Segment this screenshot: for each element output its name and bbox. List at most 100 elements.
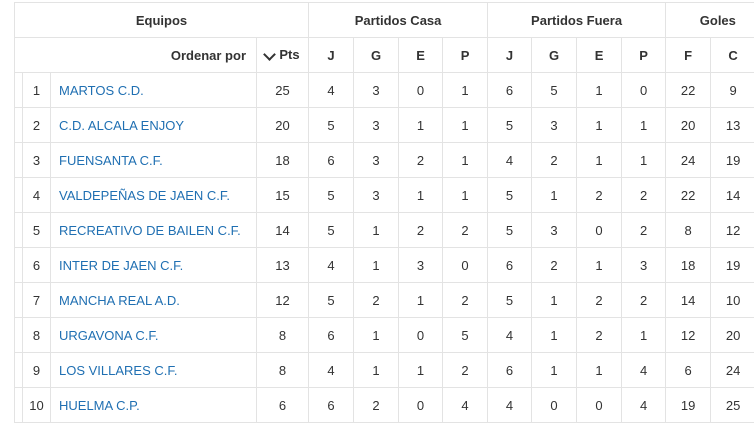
position-cell: 1 bbox=[22, 72, 51, 108]
row-edge bbox=[14, 72, 23, 108]
col-away-p: P bbox=[621, 37, 667, 73]
row-edge bbox=[14, 212, 23, 248]
stat-aj: 5 bbox=[487, 107, 533, 143]
position-cell: 10 bbox=[22, 387, 51, 423]
stat-c: 19 bbox=[710, 142, 754, 178]
col-home-g: G bbox=[353, 37, 400, 73]
stat-pts: 18 bbox=[255, 142, 310, 178]
stat-hp: 1 bbox=[442, 177, 489, 213]
stat-ap: 4 bbox=[621, 387, 667, 423]
col-away-g: G bbox=[531, 37, 578, 73]
stat-f: 22 bbox=[665, 177, 712, 213]
stat-ae: 2 bbox=[576, 317, 623, 353]
standings-table: Equipos Partidos Casa Partidos Fuera Gol… bbox=[13, 2, 754, 423]
sort-pts-button[interactable]: Pts bbox=[255, 37, 310, 73]
team-link[interactable]: C.D. ALCALA ENJOY bbox=[50, 107, 257, 143]
row-edge bbox=[14, 352, 23, 388]
stat-hg: 3 bbox=[353, 177, 400, 213]
position-cell: 2 bbox=[22, 107, 51, 143]
stat-pts: 8 bbox=[255, 317, 310, 353]
stat-ae: 2 bbox=[576, 282, 623, 318]
table-row: 9 LOS VILLARES C.F. 8 4 1 1 2 6 1 1 4 6 24 bbox=[14, 352, 754, 388]
table-row: 4 VALDEPEÑAS DE JAEN C.F. 15 5 3 1 1 5 1 2 2 22 14 bbox=[14, 177, 754, 213]
stat-c: 10 bbox=[710, 282, 754, 318]
stat-ae: 1 bbox=[576, 107, 623, 143]
stat-hp: 1 bbox=[442, 72, 489, 108]
stat-he: 1 bbox=[398, 282, 444, 318]
chevron-down-icon bbox=[263, 47, 277, 61]
stat-c: 24 bbox=[710, 352, 754, 388]
stat-hj: 6 bbox=[308, 142, 355, 178]
stat-he: 2 bbox=[398, 212, 444, 248]
stat-hg: 3 bbox=[353, 72, 400, 108]
stat-he: 3 bbox=[398, 247, 444, 283]
stat-f: 24 bbox=[665, 142, 712, 178]
team-link[interactable]: INTER DE JAEN C.F. bbox=[50, 247, 257, 283]
position-cell: 8 bbox=[22, 317, 51, 353]
team-link[interactable]: URGAVONA C.F. bbox=[50, 317, 257, 353]
stat-hp: 2 bbox=[442, 352, 489, 388]
stat-aj: 5 bbox=[487, 212, 533, 248]
stat-f: 18 bbox=[665, 247, 712, 283]
stat-hj: 6 bbox=[308, 387, 355, 423]
stat-hg: 1 bbox=[353, 247, 400, 283]
team-link[interactable]: VALDEPEÑAS DE JAEN C.F. bbox=[50, 177, 257, 213]
position-cell: 7 bbox=[22, 282, 51, 318]
stat-hp: 1 bbox=[442, 142, 489, 178]
table-row: 5 RECREATIVO DE BAILEN C.F. 14 5 1 2 2 5 3 0 2 8 12 bbox=[14, 212, 754, 248]
stat-hj: 5 bbox=[308, 107, 355, 143]
stat-ap: 3 bbox=[621, 247, 667, 283]
stat-hg: 2 bbox=[353, 282, 400, 318]
stat-pts: 12 bbox=[255, 282, 310, 318]
row-edge bbox=[14, 247, 23, 283]
stat-hg: 3 bbox=[353, 142, 400, 178]
stat-ap: 1 bbox=[621, 142, 667, 178]
stat-ap: 1 bbox=[621, 107, 667, 143]
stat-pts: 6 bbox=[255, 387, 310, 423]
stat-hg: 1 bbox=[353, 317, 400, 353]
pts-label: Pts bbox=[279, 47, 300, 63]
stat-ae: 2 bbox=[576, 177, 623, 213]
stat-ae: 1 bbox=[576, 72, 623, 108]
stat-he: 1 bbox=[398, 352, 444, 388]
header-partidos-casa: Partidos Casa bbox=[308, 2, 489, 38]
stat-f: 22 bbox=[665, 72, 712, 108]
table-row: 2 C.D. ALCALA ENJOY 20 5 3 1 1 5 3 1 1 20 13 bbox=[14, 107, 754, 143]
position-cell: 3 bbox=[22, 142, 51, 178]
stat-hj: 4 bbox=[308, 247, 355, 283]
team-link[interactable]: MARTOS C.D. bbox=[50, 72, 257, 108]
stat-f: 8 bbox=[665, 212, 712, 248]
stat-ap: 1 bbox=[621, 317, 667, 353]
position-cell: 4 bbox=[22, 177, 51, 213]
stat-hg: 2 bbox=[353, 387, 400, 423]
team-link[interactable]: HUELMA C.P. bbox=[50, 387, 257, 423]
team-link[interactable]: MANCHA REAL A.D. bbox=[50, 282, 257, 318]
stat-ag: 0 bbox=[531, 387, 578, 423]
col-away-e: E bbox=[576, 37, 623, 73]
team-link[interactable]: LOS VILLARES C.F. bbox=[50, 352, 257, 388]
stat-ag: 1 bbox=[531, 177, 578, 213]
stat-c: 25 bbox=[710, 387, 754, 423]
stat-aj: 6 bbox=[487, 247, 533, 283]
stat-c: 20 bbox=[710, 317, 754, 353]
stat-ae: 1 bbox=[576, 247, 623, 283]
table-row: 8 URGAVONA C.F. 8 6 1 0 5 4 1 2 1 12 20 bbox=[14, 317, 754, 353]
stat-ag: 1 bbox=[531, 352, 578, 388]
stat-c: 13 bbox=[710, 107, 754, 143]
header-sub-row: Ordenar por Pts J G E P J G E P F C bbox=[14, 37, 754, 73]
col-home-j: J bbox=[308, 37, 355, 73]
team-link[interactable]: RECREATIVO DE BAILEN C.F. bbox=[50, 212, 257, 248]
sort-by-label: Ordenar por bbox=[14, 37, 257, 73]
stat-f: 6 bbox=[665, 352, 712, 388]
stat-ag: 2 bbox=[531, 247, 578, 283]
stat-hp: 2 bbox=[442, 282, 489, 318]
col-home-p: P bbox=[442, 37, 489, 73]
stat-aj: 4 bbox=[487, 387, 533, 423]
stat-ag: 3 bbox=[531, 107, 578, 143]
stat-ap: 4 bbox=[621, 352, 667, 388]
stat-hj: 4 bbox=[308, 352, 355, 388]
team-link[interactable]: FUENSANTA C.F. bbox=[50, 142, 257, 178]
standings-body: 1 MARTOS C.D. 25 4 3 0 1 6 5 1 0 22 9 2 C.D. ALCALA EN… bbox=[14, 72, 754, 423]
stat-hj: 6 bbox=[308, 317, 355, 353]
stat-pts: 14 bbox=[255, 212, 310, 248]
